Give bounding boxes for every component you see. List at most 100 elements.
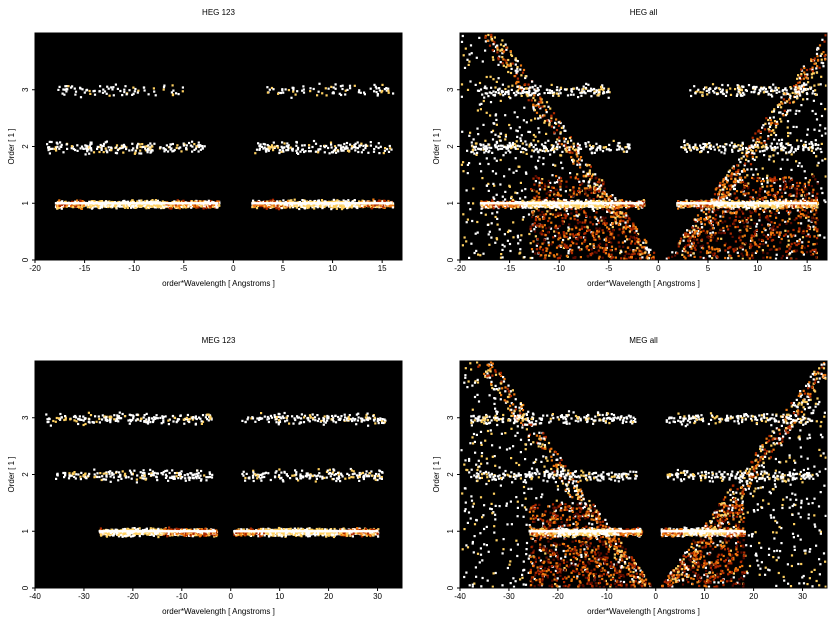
heatmap-cell xyxy=(180,205,183,208)
heatmap-cell xyxy=(385,87,388,90)
heatmap-cell xyxy=(561,220,564,223)
heatmap-cell xyxy=(286,145,289,149)
heatmap-cell xyxy=(211,205,215,208)
heatmap-cell xyxy=(759,243,762,246)
heatmap-cell xyxy=(171,84,174,87)
heatmap-cell xyxy=(316,94,319,97)
heatmap-cell xyxy=(721,180,725,183)
heatmap-cell xyxy=(530,229,533,233)
heatmap-cell xyxy=(727,251,730,254)
heatmap-cell xyxy=(89,141,92,144)
heatmap-cell xyxy=(470,52,473,55)
heatmap-cell xyxy=(487,182,490,185)
heatmap-cell xyxy=(163,148,166,151)
heatmap-cell xyxy=(533,230,537,233)
heatmap-cell xyxy=(749,239,753,242)
heatmap-cell xyxy=(770,130,773,133)
heatmap-cell xyxy=(578,213,581,216)
heatmap-cell xyxy=(152,200,155,203)
heatmap-cell xyxy=(484,34,487,37)
heatmap-cell xyxy=(641,252,644,255)
heatmap-cell xyxy=(818,44,822,47)
heatmap-cell xyxy=(811,194,814,197)
heatmap-cell xyxy=(808,235,811,238)
heatmap-cell xyxy=(492,122,495,125)
heatmap-cell xyxy=(601,247,604,250)
heatmap-cell xyxy=(470,242,473,245)
heatmap-cell xyxy=(120,146,123,150)
heatmap-cell xyxy=(524,171,528,174)
heatmap-cell xyxy=(613,215,616,218)
heatmap-cell xyxy=(815,222,818,225)
heatmap-cell xyxy=(491,138,495,141)
heatmap-cell xyxy=(274,145,277,148)
heatmap-cell xyxy=(795,217,798,220)
heatmap-cell xyxy=(597,187,600,190)
heatmap-cell xyxy=(796,139,799,142)
heatmap-cell xyxy=(535,111,539,114)
heatmap-cell xyxy=(345,141,349,145)
heatmap-cell xyxy=(727,228,730,231)
heatmap-cell xyxy=(753,241,756,244)
heatmap-cell xyxy=(550,117,553,120)
heatmap-cell xyxy=(210,203,213,207)
heatmap-cell xyxy=(534,216,538,219)
heatmap-cell xyxy=(357,91,360,94)
heatmap-cell xyxy=(508,123,511,127)
heatmap-cell xyxy=(513,111,516,114)
heatmap-cell xyxy=(567,250,570,253)
heatmap-cell xyxy=(287,89,290,92)
heatmap-cell xyxy=(364,144,368,148)
heatmap-cell xyxy=(685,244,688,247)
heatmap-cell xyxy=(558,256,561,260)
heatmap-cell xyxy=(578,221,581,224)
heatmap-cell xyxy=(557,179,560,182)
heatmap-cell xyxy=(570,240,574,243)
heatmap-cell xyxy=(793,242,796,245)
heatmap-cell xyxy=(597,249,600,252)
heatmap-cell xyxy=(193,205,196,208)
heatmap-cell xyxy=(153,90,156,93)
heatmap-cell xyxy=(795,88,798,91)
heatmap-cell xyxy=(738,178,742,181)
heatmap-cell xyxy=(468,162,471,165)
heatmap-cell xyxy=(557,235,560,238)
heatmap-cell xyxy=(558,139,561,142)
heatmap-cell xyxy=(687,244,690,247)
heatmap-cell xyxy=(302,85,305,88)
heatmap-cell xyxy=(136,205,139,208)
heatmap-cell xyxy=(311,145,314,149)
heatmap-cell xyxy=(587,188,591,191)
heatmap-cell xyxy=(558,136,561,139)
heatmap-cell xyxy=(96,204,99,207)
heatmap-cell xyxy=(763,227,766,230)
heatmap-cell xyxy=(773,176,776,179)
y-tick-label: 2 xyxy=(21,144,30,149)
heatmap-cell xyxy=(100,200,104,203)
heatmap-cell xyxy=(141,143,144,146)
heatmap-cell xyxy=(92,204,95,207)
heatmap-cell xyxy=(538,218,541,221)
heatmap-cell xyxy=(317,151,320,154)
heatmap-cell xyxy=(520,234,523,237)
heatmap-cell xyxy=(693,238,696,241)
heatmap-cell xyxy=(552,191,555,194)
heatmap-cell xyxy=(595,227,598,230)
heatmap-cell xyxy=(810,149,813,152)
heatmap-cell xyxy=(758,194,761,197)
heatmap-cell xyxy=(541,178,544,181)
heatmap-cell xyxy=(788,180,791,183)
heatmap-cell xyxy=(722,212,726,215)
heatmap-cell xyxy=(619,223,622,226)
heatmap-cell xyxy=(391,206,394,209)
heatmap-cell xyxy=(144,206,147,209)
heatmap-cell xyxy=(349,87,352,90)
y-tick-label: 3 xyxy=(21,87,30,92)
heatmap-cell xyxy=(714,214,718,217)
heatmap-cell xyxy=(514,58,517,61)
heatmap-cell xyxy=(761,198,764,201)
heatmap-cell xyxy=(89,143,92,146)
heatmap-cell xyxy=(764,216,768,219)
heatmap-cell xyxy=(64,204,67,207)
x-tick-label: 5 xyxy=(281,264,286,273)
